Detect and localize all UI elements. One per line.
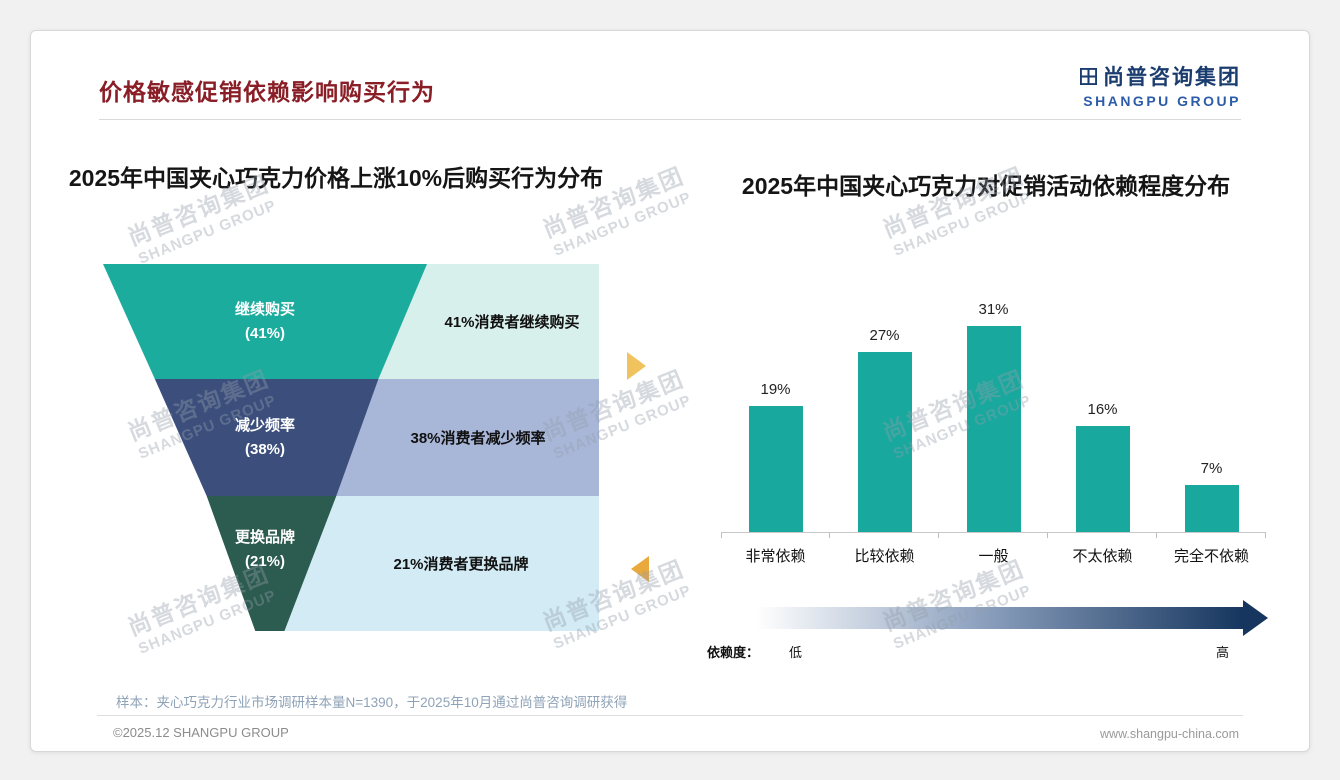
stage-label: 减少频率 <box>234 417 295 435</box>
funnel-annotation-panel: 21%消费者更换品牌 <box>283 496 599 631</box>
funnel-stage: 减少频率 (38%) <box>154 379 379 496</box>
axis-tick <box>1048 533 1157 538</box>
funnel-stage: 更换品牌 (21%) <box>206 496 337 631</box>
bar-chart-title: 2025年中国夹心巧克力对促销活动依赖程度分布 <box>741 173 1231 199</box>
stage-label: 继续购买 <box>234 301 295 319</box>
bar <box>1184 485 1239 532</box>
funnel-annotation: 41%消费者继续购买 <box>444 314 580 331</box>
stage-pct: (38%) <box>244 440 285 458</box>
funnel-stages: 继续购买 (41%) 减少频率 (38%) 更换品牌 (21%) <box>103 264 427 631</box>
axis-tick <box>939 533 1048 538</box>
dependency-scale-row: 依赖度： 低 高 <box>707 642 1267 661</box>
bar-column: 27% <box>830 327 939 532</box>
funnel-stage: 继续购买 (41%) <box>103 264 427 379</box>
bar <box>748 406 803 532</box>
copyright-text: ©2025.12 SHANGPU GROUP <box>113 725 289 740</box>
bar-category-row: 非常依赖 比较依赖 一般 不太依赖 完全不依赖 <box>721 545 1266 566</box>
logo-cn-row: 尚普咨询集团 <box>1080 61 1241 91</box>
bar-value-label: 31% <box>978 301 1009 318</box>
dependency-high-label: 高 <box>1215 645 1229 660</box>
sample-note: 样本：夹心巧克力行业市场调研样本量N=1390，于2025年10月通过尚普咨询调… <box>116 695 628 710</box>
funnel-chart: 41%消费者继续购买 38%消费者减少频率 21%消费者更换品牌 继续购买 (4… <box>103 264 649 631</box>
slide-card: 价格敏感促销依赖影响购买行为 尚普咨询集团 SHANGPU GROUP 2025… <box>30 30 1310 752</box>
stage-pct: (41%) <box>244 324 285 342</box>
bar-category-label: 不太依赖 <box>1072 548 1133 565</box>
axis-tick <box>721 533 830 538</box>
funnel-annotation-panel: 38%消费者减少频率 <box>335 379 599 496</box>
title-divider <box>99 119 1241 120</box>
website-text: www.shangpu-china.com <box>1100 727 1239 741</box>
bar-axis <box>721 532 1266 538</box>
bar-column: 19% <box>721 381 830 532</box>
bar-column: 16% <box>1048 401 1157 532</box>
dependency-arrow-head-icon <box>1243 600 1268 636</box>
funnel-annotation: 21%消费者更换品牌 <box>393 556 529 573</box>
yellow-arrow-icon <box>627 352 646 380</box>
bar-column: 7% <box>1157 460 1266 532</box>
bar-category-label: 一般 <box>978 548 1009 565</box>
bar-chart: 19% 27% 31% 16% 7% 非常依赖 比较依赖 一般 不太依赖 完全不依赖 依赖度： … <box>707 264 1281 684</box>
bar-value-label: 27% <box>869 327 900 344</box>
bar-value-label: 19% <box>760 381 791 398</box>
axis-tick <box>830 533 939 538</box>
dependency-low-label: 低 <box>789 645 803 660</box>
dependency-label: 依赖度： <box>707 645 760 660</box>
bar-column: 31% <box>939 301 1048 532</box>
bar <box>966 326 1021 532</box>
bar-category-label: 完全不依赖 <box>1173 548 1249 565</box>
page-title: 价格敏感促销依赖影响购买行为 <box>99 79 435 105</box>
orange-arrow-icon <box>631 556 649 582</box>
bar <box>1075 426 1130 532</box>
logo-grid-icon <box>1080 67 1097 85</box>
bar-category-label: 比较依赖 <box>854 548 915 565</box>
bar-value-label: 16% <box>1087 401 1118 418</box>
company-logo: 尚普咨询集团 SHANGPU GROUP <box>1080 61 1241 109</box>
stage-label: 更换品牌 <box>234 529 295 547</box>
bar-category-label: 非常依赖 <box>745 548 806 565</box>
stage-pct: (21%) <box>244 552 285 570</box>
bar-columns: 19% 27% 31% 16% 7% <box>721 264 1266 532</box>
funnel-annotation: 38%消费者减少频率 <box>410 430 546 447</box>
bar <box>857 352 912 532</box>
logo-en-text: SHANGPU GROUP <box>1083 93 1241 109</box>
dependency-gradient-arrow <box>756 607 1243 629</box>
footer-divider <box>97 715 1243 716</box>
funnel-chart-title: 2025年中国夹心巧克力价格上涨10%后购买行为分布 <box>68 165 604 191</box>
axis-tick <box>1157 533 1266 538</box>
logo-cn-text: 尚普咨询集团 <box>1103 66 1241 89</box>
bar-value-label: 7% <box>1200 460 1223 477</box>
